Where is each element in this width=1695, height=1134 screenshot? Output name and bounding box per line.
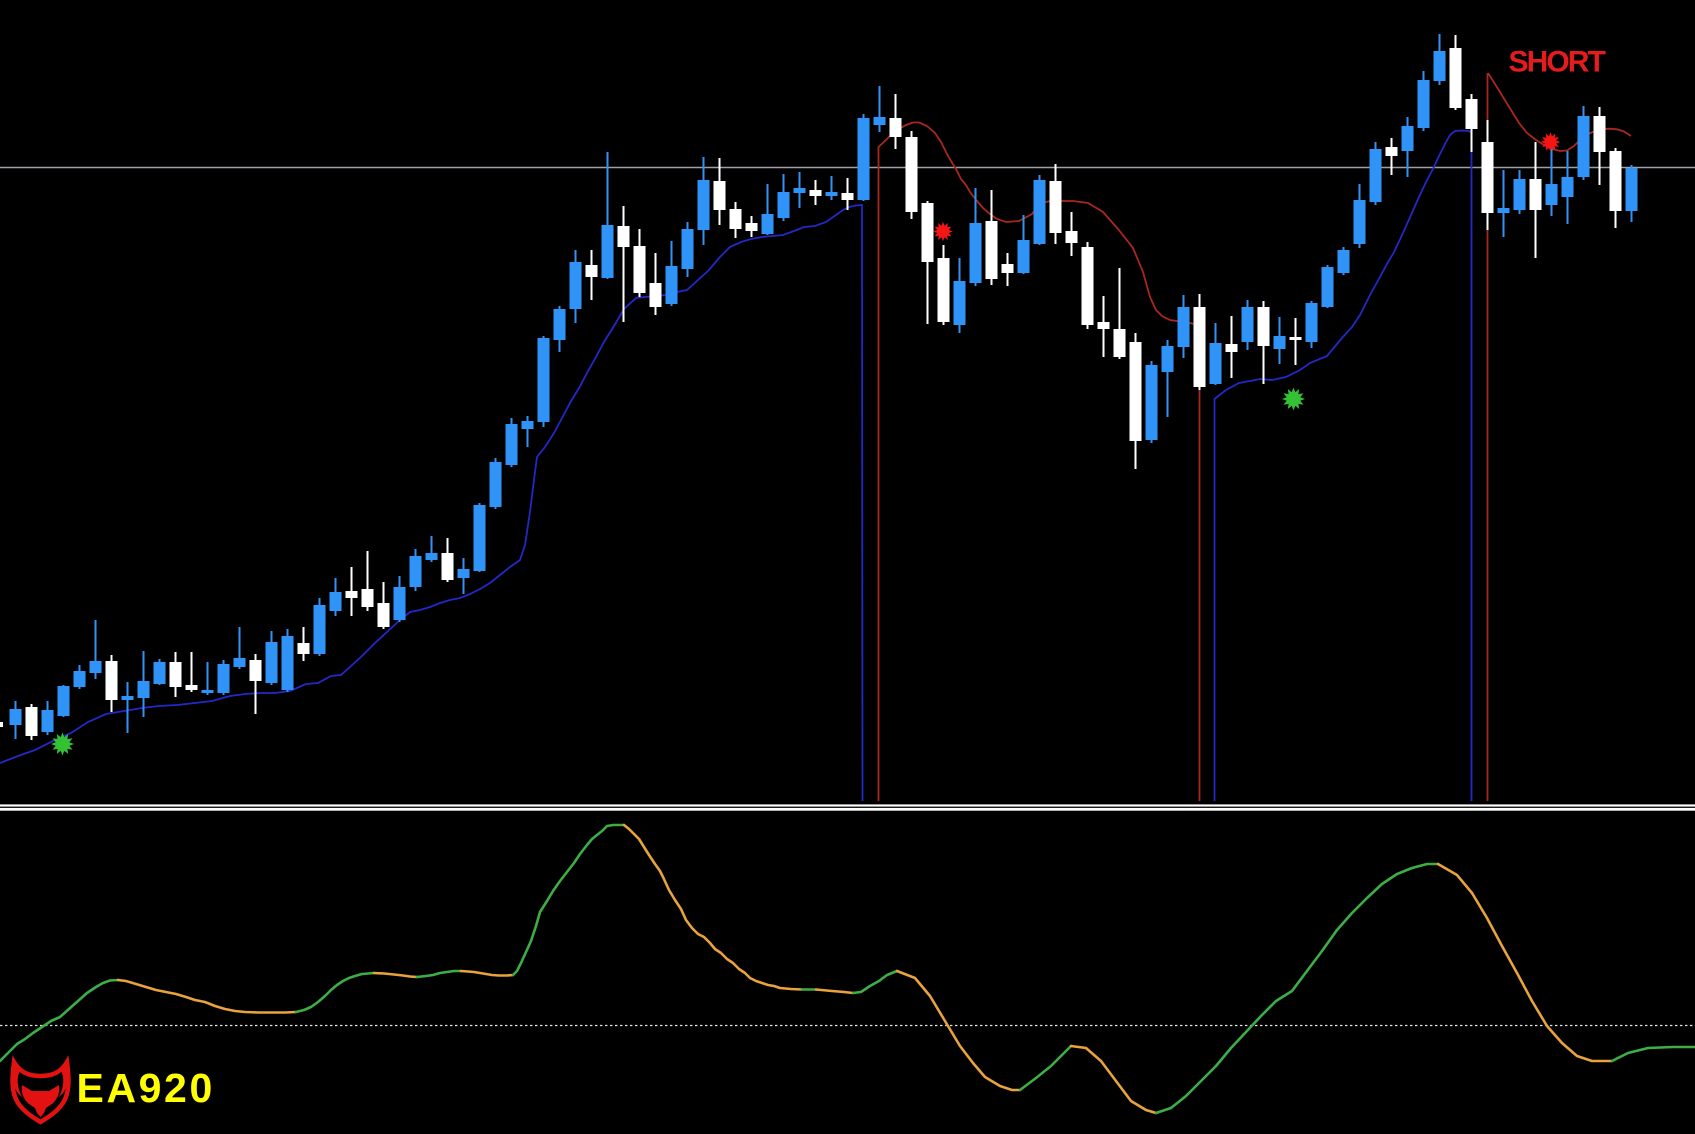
svg-text:EA920: EA920 bbox=[77, 1065, 215, 1111]
svg-text:SHORT: SHORT bbox=[1509, 46, 1606, 79]
